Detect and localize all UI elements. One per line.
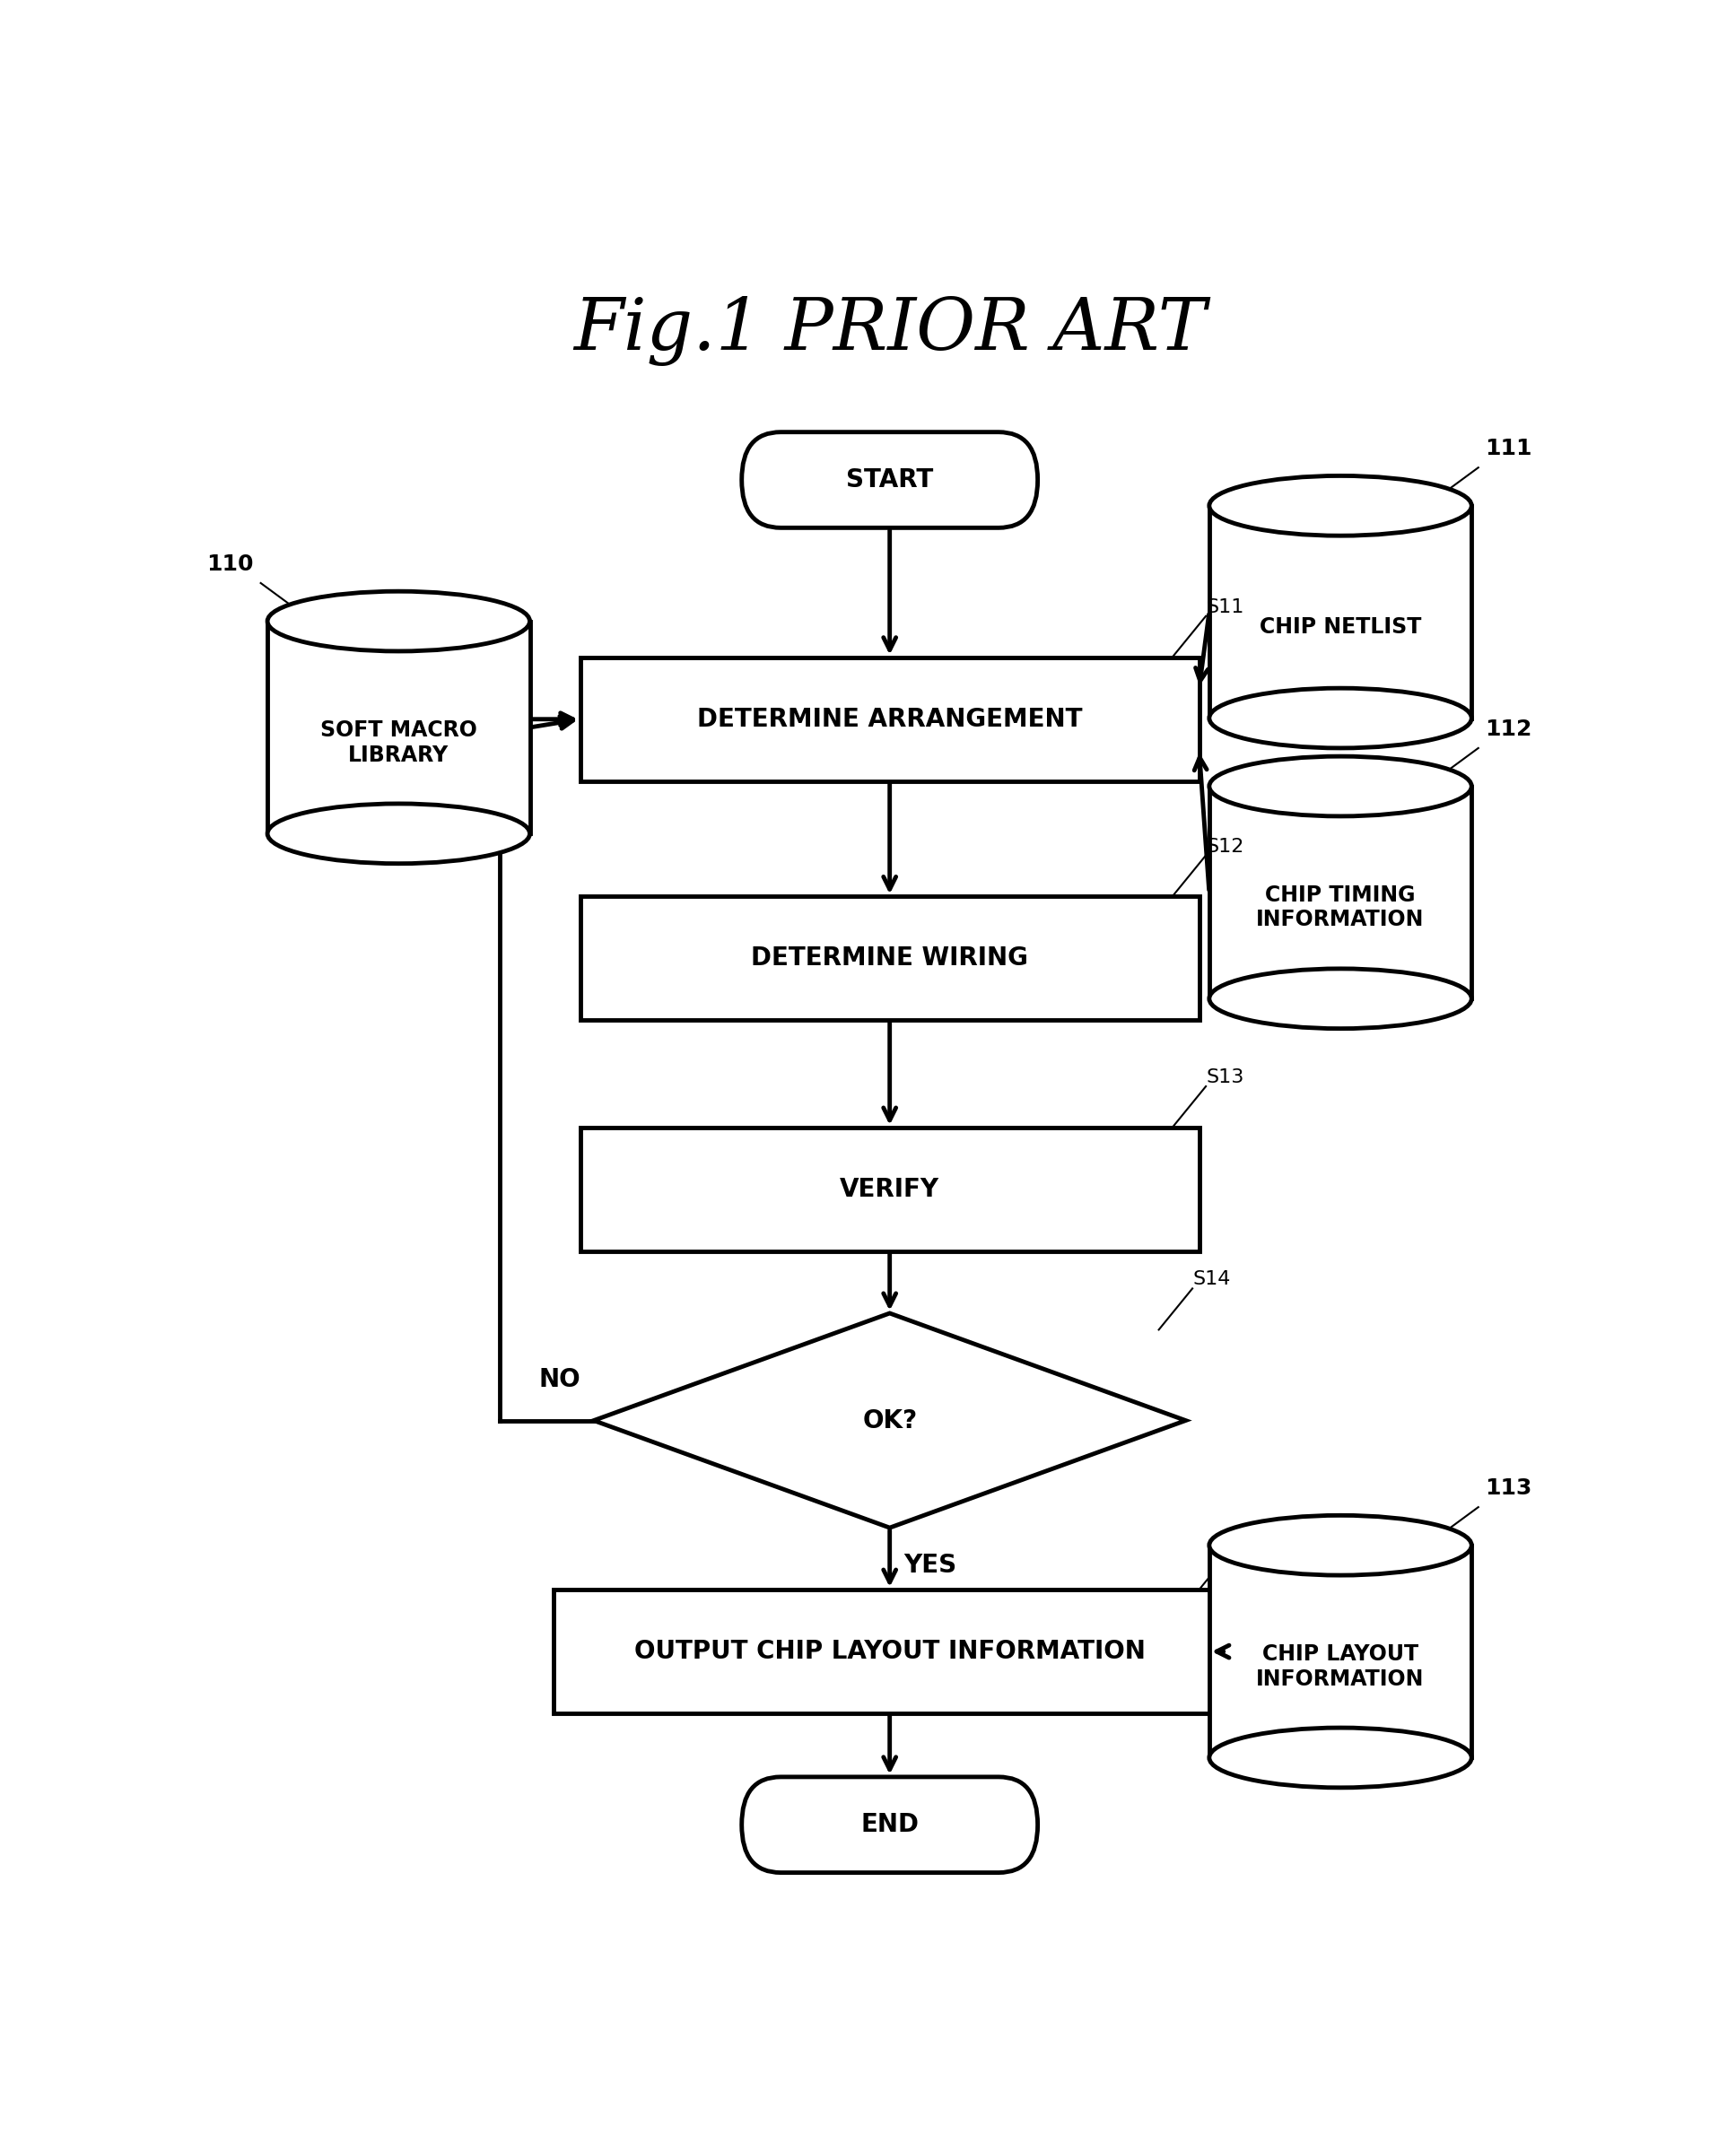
Bar — [1210, 1545, 1472, 1757]
Bar — [580, 658, 1200, 780]
Bar — [554, 1590, 1226, 1714]
Text: S11: S11 — [1207, 598, 1245, 615]
Text: START: START — [845, 467, 934, 493]
Ellipse shape — [1210, 1515, 1472, 1575]
Bar — [580, 1127, 1200, 1252]
Ellipse shape — [1210, 969, 1472, 1029]
Ellipse shape — [267, 591, 529, 651]
Text: 113: 113 — [1484, 1477, 1533, 1498]
Text: OUTPUT CHIP LAYOUT INFORMATION: OUTPUT CHIP LAYOUT INFORMATION — [634, 1639, 1146, 1665]
Text: END: END — [861, 1813, 918, 1837]
Text: CHIP LAYOUT
INFORMATION: CHIP LAYOUT INFORMATION — [1257, 1644, 1425, 1689]
Text: S15: S15 — [1233, 1530, 1271, 1549]
Ellipse shape — [267, 804, 529, 864]
Text: YES: YES — [903, 1552, 957, 1577]
Text: S13: S13 — [1207, 1069, 1245, 1087]
Text: 111: 111 — [1484, 437, 1533, 459]
Text: Fig.1 PRIOR ART: Fig.1 PRIOR ART — [573, 296, 1207, 366]
Text: NO: NO — [538, 1367, 580, 1391]
Text: 112: 112 — [1484, 718, 1533, 739]
Text: CHIP TIMING
INFORMATION: CHIP TIMING INFORMATION — [1257, 885, 1425, 930]
Ellipse shape — [1210, 476, 1472, 536]
FancyBboxPatch shape — [741, 1777, 1038, 1873]
Text: OK?: OK? — [863, 1408, 917, 1434]
Bar — [580, 896, 1200, 1020]
Ellipse shape — [1210, 1727, 1472, 1787]
Text: DETERMINE ARRANGEMENT: DETERMINE ARRANGEMENT — [698, 707, 1082, 731]
Bar — [267, 621, 529, 834]
Ellipse shape — [1210, 688, 1472, 748]
Bar — [1210, 506, 1472, 718]
Text: 110: 110 — [207, 553, 253, 574]
FancyBboxPatch shape — [741, 433, 1038, 527]
Text: DETERMINE WIRING: DETERMINE WIRING — [752, 945, 1028, 971]
Text: S12: S12 — [1207, 838, 1245, 855]
Bar — [1210, 786, 1472, 999]
Text: VERIFY: VERIFY — [840, 1177, 939, 1202]
Text: SOFT MACRO
LIBRARY: SOFT MACRO LIBRARY — [319, 720, 477, 765]
Polygon shape — [594, 1314, 1186, 1528]
Ellipse shape — [1210, 756, 1472, 816]
Text: CHIP NETLIST: CHIP NETLIST — [1260, 617, 1422, 639]
Text: S14: S14 — [1193, 1271, 1231, 1288]
